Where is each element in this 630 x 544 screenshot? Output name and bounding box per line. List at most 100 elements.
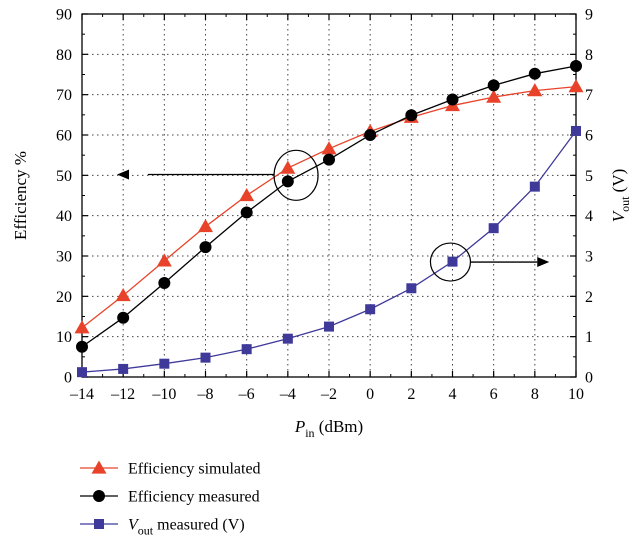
legend-marker (93, 490, 105, 502)
legend-label-sub: out (138, 524, 154, 538)
y-right-tick-label: 5 (585, 168, 593, 185)
x-tick-label: 8 (531, 386, 539, 403)
y-left-tick-label: 70 (56, 87, 72, 104)
y-right-tick-label: 3 (585, 249, 593, 266)
x-tick-label: –10 (151, 386, 176, 403)
y-right-tick-label: 6 (585, 128, 593, 145)
legend-item: Efficiency measured (80, 489, 260, 506)
x-tick-labels: –14 –12 –10 –8 –6 –4 –2 0 2 4 6 8 10 (69, 386, 584, 403)
series-square-point (324, 321, 334, 332)
series-circle-point (117, 311, 130, 324)
y-right-tick-label: 1 (585, 329, 593, 346)
series-triangle-point (74, 320, 90, 334)
y-left-tick-label: 30 (56, 249, 72, 266)
series-circle-point (240, 206, 253, 219)
y-right-tick-labels: 0 1 2 3 4 5 6 7 8 9 (585, 7, 593, 387)
series-triangle-point (486, 89, 502, 103)
legend-marker (94, 519, 104, 529)
series-square-point (488, 223, 499, 234)
x-tick-label: 2 (407, 386, 415, 403)
y-left-tick-label: 20 (56, 289, 72, 306)
series-square-point (571, 125, 581, 136)
series-2 (76, 60, 582, 353)
efficiency-group-ellipse (273, 149, 319, 201)
series-square-point (159, 358, 170, 369)
series-triangle-point (527, 83, 543, 97)
series-square-point (282, 333, 293, 344)
right-arrow-head (537, 257, 550, 268)
y-right-tick-label: 2 (585, 289, 593, 306)
y-left-tick-label: 0 (64, 370, 72, 387)
y-left-tick-label: 80 (56, 47, 72, 64)
legend-item: Vout measured (V) (80, 517, 245, 538)
y-axis-right-label-main: V (609, 209, 628, 222)
y-axis-left-label: Efficiency % (11, 151, 30, 240)
series-square-point (447, 256, 458, 267)
series-circle-point (487, 79, 500, 92)
series-line (81, 130, 577, 373)
series-triangle-point (239, 188, 255, 202)
x-tick-label: –4 (279, 386, 296, 403)
series-1 (74, 79, 584, 334)
series-line (81, 85, 577, 329)
x-axis-label-main: P (294, 417, 305, 436)
y-left-tick-label: 50 (56, 168, 72, 185)
x-tick-label: –12 (110, 386, 135, 403)
series-layer (74, 60, 584, 378)
series-square-point (406, 283, 417, 294)
y-left-tick-label: 40 (56, 208, 72, 225)
y-right-tick-label: 7 (585, 87, 593, 104)
y-left-tick-label: 90 (56, 7, 72, 24)
series-circle-point (528, 67, 541, 80)
y-right-tick-label: 9 (585, 7, 593, 24)
y-axis-right-label-sub: out (618, 196, 630, 212)
series-circle-point (446, 93, 459, 106)
x-tick-label: –14 (69, 386, 94, 403)
series-circle-point (158, 277, 171, 290)
annotations (116, 149, 550, 282)
series-square-point (77, 367, 87, 378)
series-3 (77, 125, 581, 378)
series-circle-point (364, 129, 377, 141)
tick-marks (81, 13, 577, 378)
y-axis-right-label: Vout (V) (609, 169, 630, 223)
x-tick-label: 6 (490, 386, 498, 403)
legend-label-rest: measured (V) (153, 517, 245, 534)
legend-label: Efficiency simulated (128, 461, 261, 478)
series-square-point (529, 181, 540, 192)
y-axis-right-label-rest: (V) (609, 169, 628, 197)
series-triangle-point (115, 288, 131, 302)
series-square-point (365, 304, 376, 315)
legend-label: Vout measured (V) (128, 517, 245, 538)
x-tick-label: 0 (366, 386, 374, 403)
series-triangle-point (321, 141, 337, 155)
x-tick-label: 4 (449, 386, 457, 403)
series-triangle-point (198, 219, 213, 233)
x-tick-label: –6 (238, 386, 255, 403)
series-square-point (241, 344, 252, 355)
legend-item: Efficiency simulated (80, 460, 261, 478)
series-circle-point (281, 175, 294, 188)
series-square-point (118, 363, 129, 374)
series-circle-point (323, 153, 335, 166)
series-circle-point (76, 340, 88, 353)
left-arrow-head (116, 169, 129, 180)
x-tick-label: –8 (197, 386, 214, 403)
series-circle-point (570, 60, 582, 73)
x-tick-label: –2 (320, 386, 337, 403)
legend-marker (91, 460, 107, 474)
y-right-tick-label: 0 (585, 370, 593, 387)
x-axis-label-rest: (dBm) (315, 417, 364, 436)
y-left-tick-label: 10 (56, 329, 72, 346)
series-triangle-point (280, 160, 296, 174)
x-axis-label: Pin (dBm) (294, 417, 363, 440)
legend-label: Efficiency measured (128, 489, 260, 506)
x-axis-label-sub: in (305, 426, 314, 440)
legend-label-main: Efficiency measured (128, 489, 260, 506)
y-right-tick-label: 8 (585, 47, 593, 64)
series-triangle-point (568, 79, 584, 93)
y-left-tick-label: 60 (56, 128, 72, 145)
series-circle-point (405, 109, 418, 122)
legend-label-main: Efficiency simulated (128, 461, 261, 478)
